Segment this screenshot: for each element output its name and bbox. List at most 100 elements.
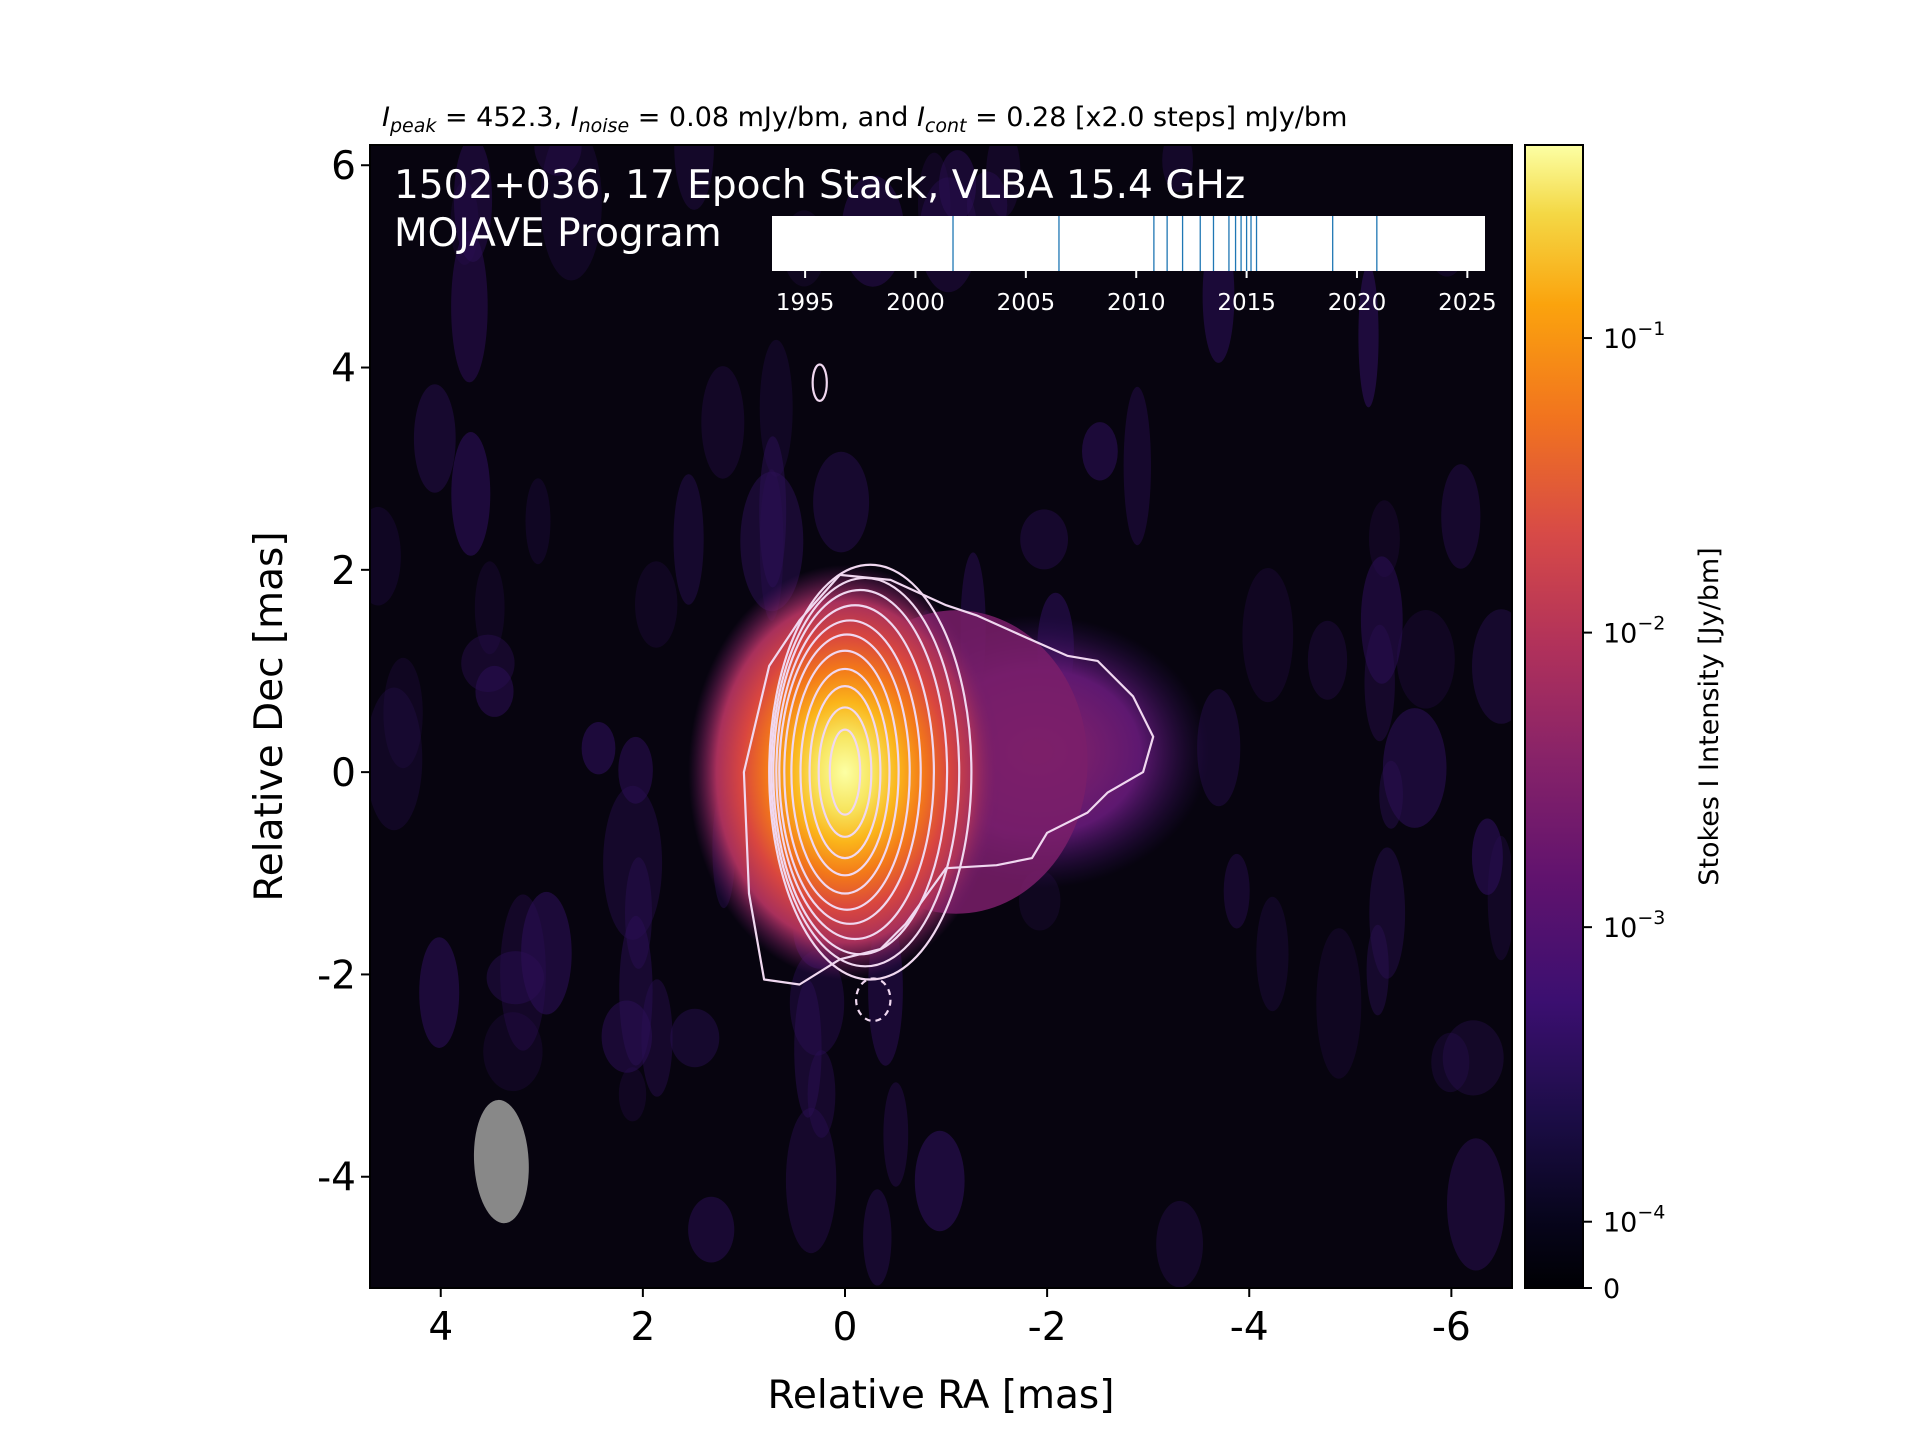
noise-blob	[1307, 620, 1348, 700]
noise-blob	[453, 145, 493, 262]
chart-title: Ipeak = 452.3, Inoise = 0.08 mJy/bm, and…	[382, 102, 1347, 137]
noise-blob	[483, 1012, 543, 1092]
noise-blob	[635, 561, 678, 648]
colorbar-tick-label: 10−4	[1603, 1202, 1665, 1239]
noise-blob	[938, 150, 977, 221]
noise-blob	[625, 857, 652, 969]
noise-blob	[419, 937, 460, 1048]
noise-blob	[370, 506, 401, 606]
noise-blob	[1471, 818, 1503, 895]
noise-blob	[673, 474, 704, 605]
noise-blob	[688, 1196, 735, 1263]
noise-blob	[603, 785, 663, 940]
y-tick-label: 6	[331, 144, 356, 189]
contour-negative	[855, 977, 892, 1023]
noise-blob	[618, 1067, 647, 1122]
colorbar-label: Stokes I Intensity [Jy/bm]	[1694, 547, 1725, 885]
noise-blob	[1162, 145, 1193, 193]
timeline-tick-label: 2000	[886, 290, 945, 316]
source-annotation: 1502+036, 17 Epoch Stack, VLBA 15.4 GHz	[394, 163, 1245, 208]
colorbar-tick-label: 10−3	[1603, 907, 1665, 944]
contour-level	[790, 649, 900, 895]
noise-blob	[1472, 609, 1512, 724]
noise-blob	[813, 451, 870, 553]
y-axis-label: Relative Dec [mas]	[247, 531, 292, 901]
epoch-timeline-box	[772, 216, 1485, 271]
noise-blob	[1020, 509, 1068, 570]
beam-ellipse	[473, 1099, 529, 1224]
noise-blob	[1360, 556, 1403, 684]
noise-blob	[475, 665, 514, 717]
colorbar-tick-label: 10−1	[1603, 318, 1665, 355]
noise-blob	[1379, 760, 1403, 829]
timeline-tick-label: 2025	[1438, 290, 1497, 316]
y-tick-label: 0	[331, 751, 356, 796]
x-tick-label: -4	[1230, 1305, 1269, 1350]
timeline-tick-label: 2020	[1328, 290, 1387, 316]
noise-blob	[807, 1050, 836, 1138]
noise-blob	[618, 736, 653, 804]
noise-blob	[581, 722, 616, 775]
noise-blob	[794, 980, 822, 1118]
noise-blob	[701, 366, 745, 479]
x-axis-label: Relative RA [mas]	[768, 1373, 1115, 1418]
contour-level	[775, 604, 935, 941]
contour-level	[778, 619, 922, 925]
noise-blob	[1197, 689, 1241, 807]
noise-blob	[670, 1008, 720, 1068]
noise-blob	[740, 471, 804, 612]
noise-blob	[674, 145, 714, 210]
noise-blob	[1256, 896, 1289, 1012]
noise-blob	[1447, 1138, 1505, 1271]
y-tick-label: 4	[331, 347, 356, 392]
contour-level	[772, 588, 949, 956]
contour-level	[808, 685, 882, 860]
epoch-timeline: 1995 2000 2005 2010 2015 2020 2025	[772, 216, 1497, 316]
x-tick-label: 0	[833, 1305, 858, 1350]
noise-blob	[500, 894, 546, 1051]
noise-blob	[461, 634, 515, 692]
noise-blob	[413, 384, 456, 493]
colorbar-tick-label: 0	[1603, 1274, 1620, 1305]
contour-level	[817, 706, 873, 838]
contour-lines	[742, 363, 1155, 1023]
emission-map	[370, 145, 1512, 1288]
noise-blob	[451, 432, 491, 556]
noise-blob	[451, 231, 488, 383]
timeline-tick-label: 1995	[776, 290, 835, 316]
noise-blob	[641, 979, 673, 1097]
noise-blob	[525, 478, 551, 565]
noise-blob	[1369, 847, 1406, 979]
noise-blob	[534, 145, 582, 176]
noise-blob	[785, 1107, 837, 1254]
x-tick-label: 2	[630, 1305, 655, 1350]
core-emission	[688, 564, 1002, 980]
contour-level	[770, 576, 961, 968]
x-tick-label: 4	[428, 1305, 453, 1350]
noise-blob	[863, 1189, 892, 1286]
y-tick-label: -2	[317, 953, 356, 998]
noise-blob	[1441, 464, 1481, 569]
noise-blob	[1223, 853, 1250, 929]
contour-north-island	[811, 363, 828, 403]
timeline-tick-label: 2015	[1217, 290, 1276, 316]
noise-blob	[474, 561, 505, 655]
colorbar-tick-label: 10−2	[1603, 613, 1665, 650]
noise-blob	[1442, 1020, 1504, 1096]
noise-blob	[601, 1000, 652, 1073]
noise-blob	[383, 657, 423, 769]
contour-level	[799, 667, 891, 877]
colorbar-gradient	[1524, 144, 1584, 1289]
noise-blob	[1082, 422, 1118, 481]
noise-blob	[1358, 264, 1379, 408]
y-tick-label: 2	[331, 549, 356, 594]
noise-blob	[521, 891, 572, 1015]
timeline-tick-label: 2010	[1107, 290, 1166, 316]
noise-blob	[540, 145, 602, 281]
noise-blob	[1316, 928, 1362, 1079]
noise-blob	[1156, 1200, 1203, 1288]
contour-level	[783, 633, 911, 911]
noise-blob	[986, 145, 1021, 218]
contour-level	[828, 728, 862, 816]
